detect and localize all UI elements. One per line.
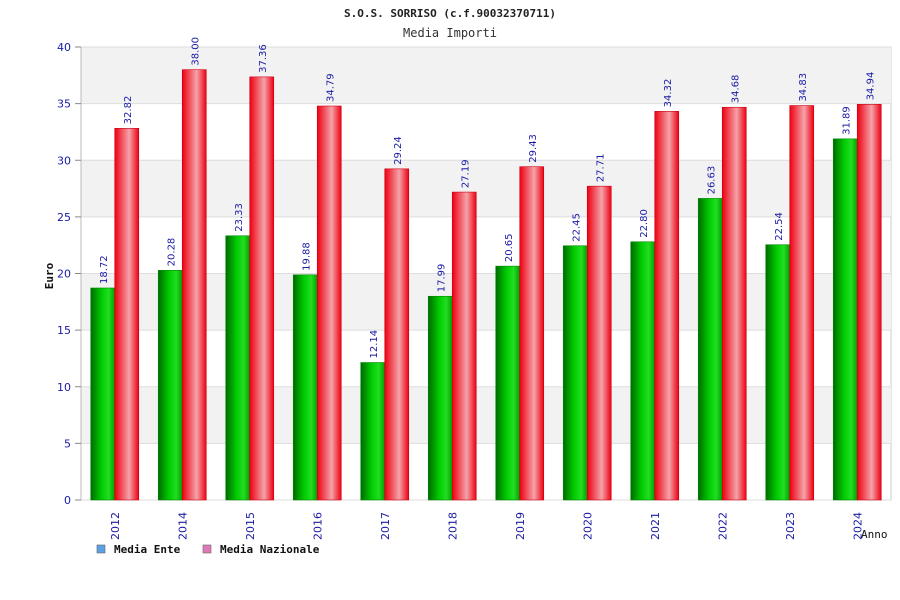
bar-media-nazionale: [451, 191, 477, 501]
bar-media-ente: [697, 198, 723, 501]
bars-group: [90, 69, 882, 501]
chart-title: S.O.S. SORRISO (c.f.90032370711): [344, 7, 556, 20]
grid-band: [81, 160, 891, 217]
grid-lines: [80, 46, 891, 501]
data-label: 19.88: [301, 242, 312, 271]
y-axis-ticks: 0 5 10 15 20 25 30 35 40: [57, 41, 81, 507]
grid-band: [81, 386, 891, 444]
x-tick-label: 2022: [716, 512, 729, 540]
x-tick-label: 2018: [446, 512, 459, 540]
data-label: 37.36: [258, 44, 269, 73]
x-axis-ticks: 2012 2014 2015 2016 2017 2018 2019 2020 2021 2022…: [109, 512, 865, 540]
x-tick-label: 2024: [851, 512, 864, 540]
data-label: 34.94: [865, 72, 876, 101]
data-label: 27.71: [595, 154, 606, 183]
data-label: 34.83: [798, 73, 809, 102]
bar-media-nazionale: [519, 166, 545, 501]
bar-media-ente: [630, 241, 656, 501]
bar-media-nazionale: [114, 128, 140, 501]
x-tick-label: 2016: [311, 512, 324, 540]
data-label: 27.19: [460, 159, 471, 188]
bar-media-ente: [765, 244, 791, 501]
bar-media-nazionale: [654, 111, 680, 501]
bar-media-ente: [562, 245, 588, 501]
grid-band: [81, 273, 891, 331]
y-tick-label: 25: [57, 211, 71, 224]
data-label: 17.99: [436, 264, 447, 293]
legend: Media Ente Media Nazionale: [96, 543, 320, 556]
x-tick-label: 2015: [244, 512, 257, 540]
bar-media-nazionale: [586, 185, 612, 501]
bar-media-nazionale: [181, 69, 207, 501]
bar-media-nazionale: [856, 104, 882, 501]
bar-media-ente: [495, 265, 521, 501]
grid-band: [81, 47, 891, 104]
data-label: 22.45: [571, 213, 582, 242]
bar-media-nazionale: [249, 76, 275, 501]
data-label: 26.63: [706, 166, 717, 195]
data-label: 29.24: [393, 136, 404, 165]
data-label: 31.89: [841, 106, 852, 135]
bar-media-nazionale: [384, 168, 410, 501]
legend-swatch: [96, 544, 106, 554]
data-label: 29.43: [528, 134, 539, 163]
x-tick-label: 2021: [649, 512, 662, 540]
data-label: 22.80: [639, 209, 650, 238]
bar-media-nazionale: [316, 105, 342, 501]
bar-media-ente: [360, 362, 386, 501]
y-tick-label: 0: [64, 494, 71, 507]
y-tick-label: 35: [57, 98, 71, 111]
data-label: 38.00: [190, 37, 201, 66]
data-label: 34.32: [663, 79, 674, 108]
bar-media-ente: [292, 274, 318, 501]
bar-media-nazionale: [721, 106, 747, 501]
bar-media-ente: [832, 138, 858, 501]
data-label: 22.54: [774, 212, 785, 241]
y-tick-label: 15: [57, 324, 71, 337]
x-tick-label: 2014: [176, 512, 189, 540]
bar-media-ente: [225, 235, 251, 501]
y-tick-label: 30: [57, 154, 71, 167]
data-label: 34.68: [730, 75, 741, 104]
x-tick-label: 2012: [109, 512, 122, 540]
y-tick-label: 10: [57, 381, 71, 394]
bar-media-ente: [427, 295, 453, 501]
data-label: 34.79: [325, 73, 336, 102]
data-label: 32.82: [123, 96, 134, 125]
legend-label: Media Ente: [114, 543, 181, 556]
x-tick-label: 2023: [784, 512, 797, 540]
x-tick-label: 2019: [514, 512, 527, 540]
data-label: 20.65: [504, 233, 515, 262]
data-labels-group: 18.72 32.82 20.28 38.00 23.33 37.36 19.88 34.79…: [99, 37, 877, 359]
data-label: 12.14: [369, 330, 380, 359]
x-tick-label: 2017: [379, 512, 392, 540]
data-label: 23.33: [234, 203, 245, 232]
data-label: 20.28: [166, 238, 177, 267]
bar-media-ente: [157, 270, 183, 501]
bar-media-ente: [90, 287, 116, 501]
y-tick-label: 20: [57, 268, 71, 281]
data-label: 18.72: [99, 255, 110, 284]
x-axis-label: Anno: [861, 528, 888, 541]
x-tick-label: 2020: [581, 512, 594, 540]
bar-media-nazionale: [789, 105, 815, 501]
y-tick-label: 5: [64, 437, 71, 450]
chart-subtitle: Media Importi: [403, 26, 497, 40]
legend-swatch: [202, 544, 212, 554]
legend-label: Media Nazionale: [220, 543, 320, 556]
y-tick-label: 40: [57, 41, 71, 54]
y-axis-label: Euro: [43, 262, 56, 289]
